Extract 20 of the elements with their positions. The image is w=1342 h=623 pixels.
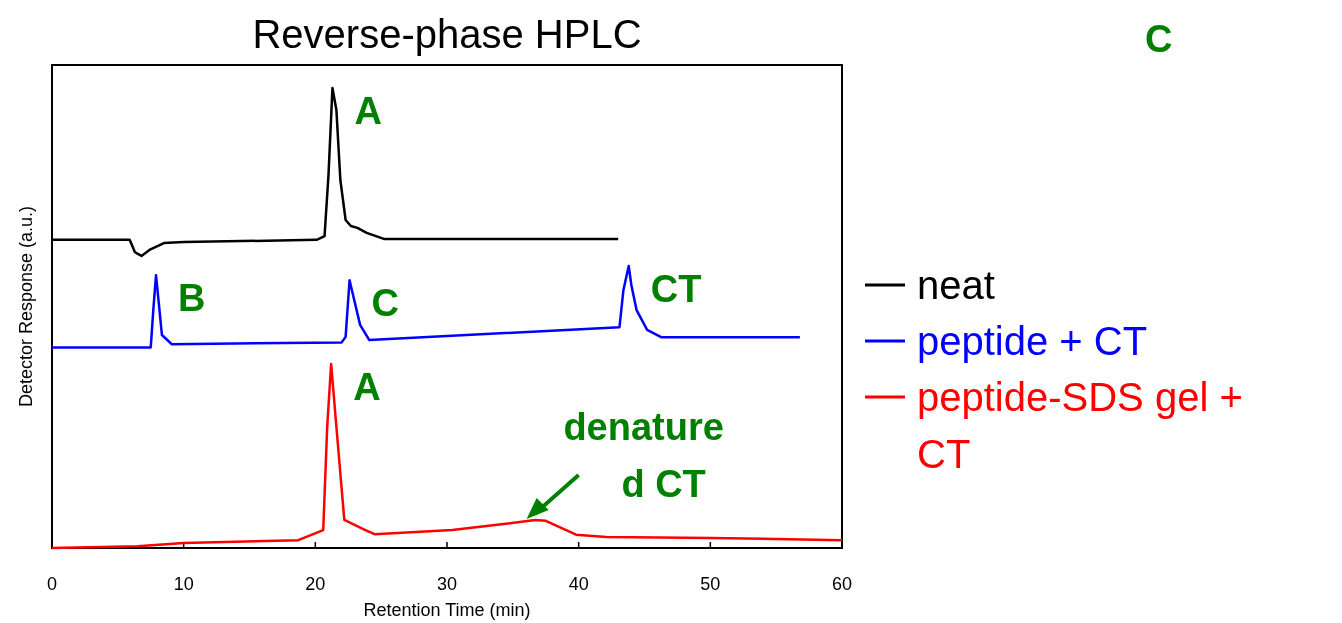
x-tick-label: 10	[173, 574, 194, 594]
annotation: CT	[650, 268, 702, 311]
x-tick-label: 0	[46, 574, 58, 594]
x-tick-label: 20	[305, 574, 326, 594]
x-tick-label: 50	[700, 574, 721, 594]
legend-label: peptide + CT	[917, 319, 1148, 363]
chart-title: Reverse-phase HPLC	[252, 12, 642, 56]
x-tick-label: 60	[831, 574, 853, 594]
y-axis-title: Detector Response (a.u.)	[16, 205, 36, 408]
text: C	[1145, 18, 1173, 60]
legend-label: peptide-SDS gel + CT	[917, 375, 1243, 476]
legend-label: neat	[917, 263, 995, 307]
x-tick-label: 30	[436, 574, 458, 594]
annotation: A	[353, 366, 381, 408]
x-tick-label: 40	[568, 574, 589, 594]
annotation: B	[178, 277, 206, 320]
x-axis-title: Retention Time (min)	[363, 600, 531, 620]
annotation: denature d CT	[563, 405, 724, 505]
annotation: A	[354, 90, 382, 132]
annotation: C	[371, 282, 400, 325]
